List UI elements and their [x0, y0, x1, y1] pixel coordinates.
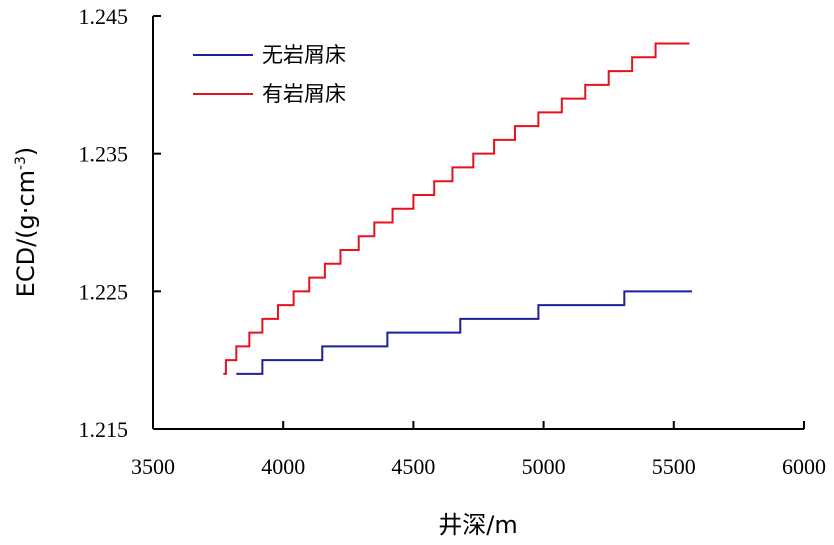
y-ticks: 1.215 1.225 1.235 1.245 — [79, 4, 161, 442]
series-line-2 — [223, 42, 690, 375]
y-tick-label: 1.245 — [79, 4, 129, 29]
y-axis-title-superscript: -3 — [13, 156, 29, 170]
y-axis-title: ECD/(g·cm-3) — [12, 147, 40, 298]
legend-label-series-1: 无岩屑床 — [262, 43, 346, 67]
series-line-1 — [236, 290, 693, 375]
y-axis-title-close: ) — [12, 147, 40, 156]
x-tick-label: 5000 — [522, 454, 566, 479]
y-tick-label: 1.225 — [79, 279, 129, 304]
x-tick-label: 4000 — [261, 454, 305, 479]
y-tick-label: 1.235 — [79, 142, 129, 167]
axes — [152, 16, 804, 430]
x-tick-label: 3500 — [131, 454, 175, 479]
x-tick-label: 5500 — [652, 454, 696, 479]
y-axis-title-main: ECD/(g·cm — [12, 170, 40, 297]
series-layer — [223, 42, 693, 375]
x-tick-label: 6000 — [782, 454, 826, 479]
legend: 无岩屑床 有岩屑床 — [193, 43, 346, 106]
x-tick-label: 4500 — [391, 454, 435, 479]
y-tick-label: 1.215 — [79, 417, 129, 442]
x-axis-title: 井深/m — [438, 511, 517, 539]
legend-label-series-2: 有岩屑床 — [262, 82, 346, 106]
x-ticks: 3500 4000 4500 5000 5500 6000 — [131, 421, 826, 479]
